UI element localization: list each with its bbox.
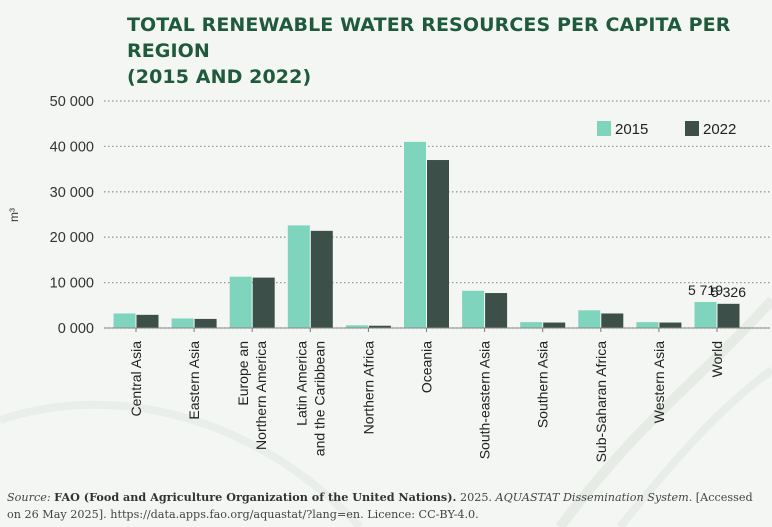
chart-title-line2: (2015 AND 2022) — [127, 66, 312, 88]
bar-2022 — [136, 314, 159, 328]
legend-swatch-2022 — [685, 121, 699, 136]
x-tick-label: South-eastern Asia — [477, 341, 493, 460]
x-tick-label: Europe an — [235, 341, 251, 406]
data-label: 5 719 — [688, 282, 723, 298]
x-tick-label: World — [709, 341, 725, 377]
legend-label-2022: 2022 — [703, 121, 736, 138]
x-tick-label: Northern America — [253, 341, 269, 450]
bar-2015 — [287, 225, 310, 328]
bar-2022 — [543, 322, 566, 328]
bar-2015 — [404, 141, 426, 328]
bar-2022 — [717, 303, 740, 328]
bar-2022 — [310, 230, 333, 328]
bar-2015 — [694, 302, 717, 328]
bar-2015 — [113, 313, 136, 328]
source-note: Source: FAO (Food and Agriculture Organi… — [7, 489, 767, 523]
x-tick-label: Southern Asia — [535, 341, 551, 428]
x-tick-label: Oceania — [419, 341, 435, 393]
x-tick-label: Western Asia — [651, 341, 667, 423]
source-system: AQUASTAT Dissemination System. — [495, 491, 693, 504]
y-tick-label: 0 000 — [58, 321, 94, 337]
x-tick-label: Latin America — [293, 341, 309, 426]
bar-2015 — [171, 318, 194, 328]
y-axis-label: m³ — [7, 208, 21, 222]
chart-title-line1: TOTAL RENEWABLE WATER RESOURCES PER CAPI… — [127, 14, 731, 62]
bar-2022 — [427, 160, 449, 328]
bar-chart: 0 000 10 000 20 000 30 000 40 000 50 000 m³ Cen… — [7, 94, 770, 463]
bar-2022 — [252, 277, 275, 328]
bar-2022 — [485, 293, 508, 328]
bar-2022 — [194, 318, 217, 328]
bar-2022 — [659, 322, 682, 328]
y-tick-label: 20 000 — [50, 230, 94, 246]
bar-2015 — [462, 290, 485, 328]
bar-2015 — [520, 322, 543, 328]
legend-label-2015: 2015 — [615, 121, 648, 138]
x-tick-label: Central Asia — [128, 341, 144, 417]
x-tick-label: Eastern Asia — [186, 341, 202, 420]
y-tick-label: 30 000 — [50, 185, 94, 201]
bar-2015 — [229, 276, 252, 328]
y-tick-label: 50 000 — [50, 94, 94, 110]
source-label: Source: — [7, 491, 51, 504]
bar-2022 — [368, 325, 391, 328]
bar-2015 — [636, 322, 659, 328]
source-year: 2025. — [456, 491, 496, 504]
x-tick-label: and the Caribbean — [311, 341, 327, 456]
bar-2015 — [345, 325, 368, 328]
source-org: FAO (Food and Agriculture Organization o… — [54, 490, 457, 504]
y-tick-label: 40 000 — [50, 139, 94, 155]
data-label: 5 326 — [711, 284, 746, 300]
bar-2022 — [601, 313, 624, 328]
y-tick-label: 10 000 — [50, 276, 94, 292]
x-tick-label: Northern Africa — [360, 341, 376, 435]
bar-2015 — [578, 310, 601, 328]
chart-title: TOTAL RENEWABLE WATER RESOURCES PER CAPI… — [127, 12, 772, 90]
legend-swatch-2015 — [597, 121, 611, 136]
source-accessed: [Accessed on 26 May 2025]. https://data.… — [7, 491, 753, 521]
x-tick-label: Sub-Saharan Africa — [593, 341, 609, 463]
